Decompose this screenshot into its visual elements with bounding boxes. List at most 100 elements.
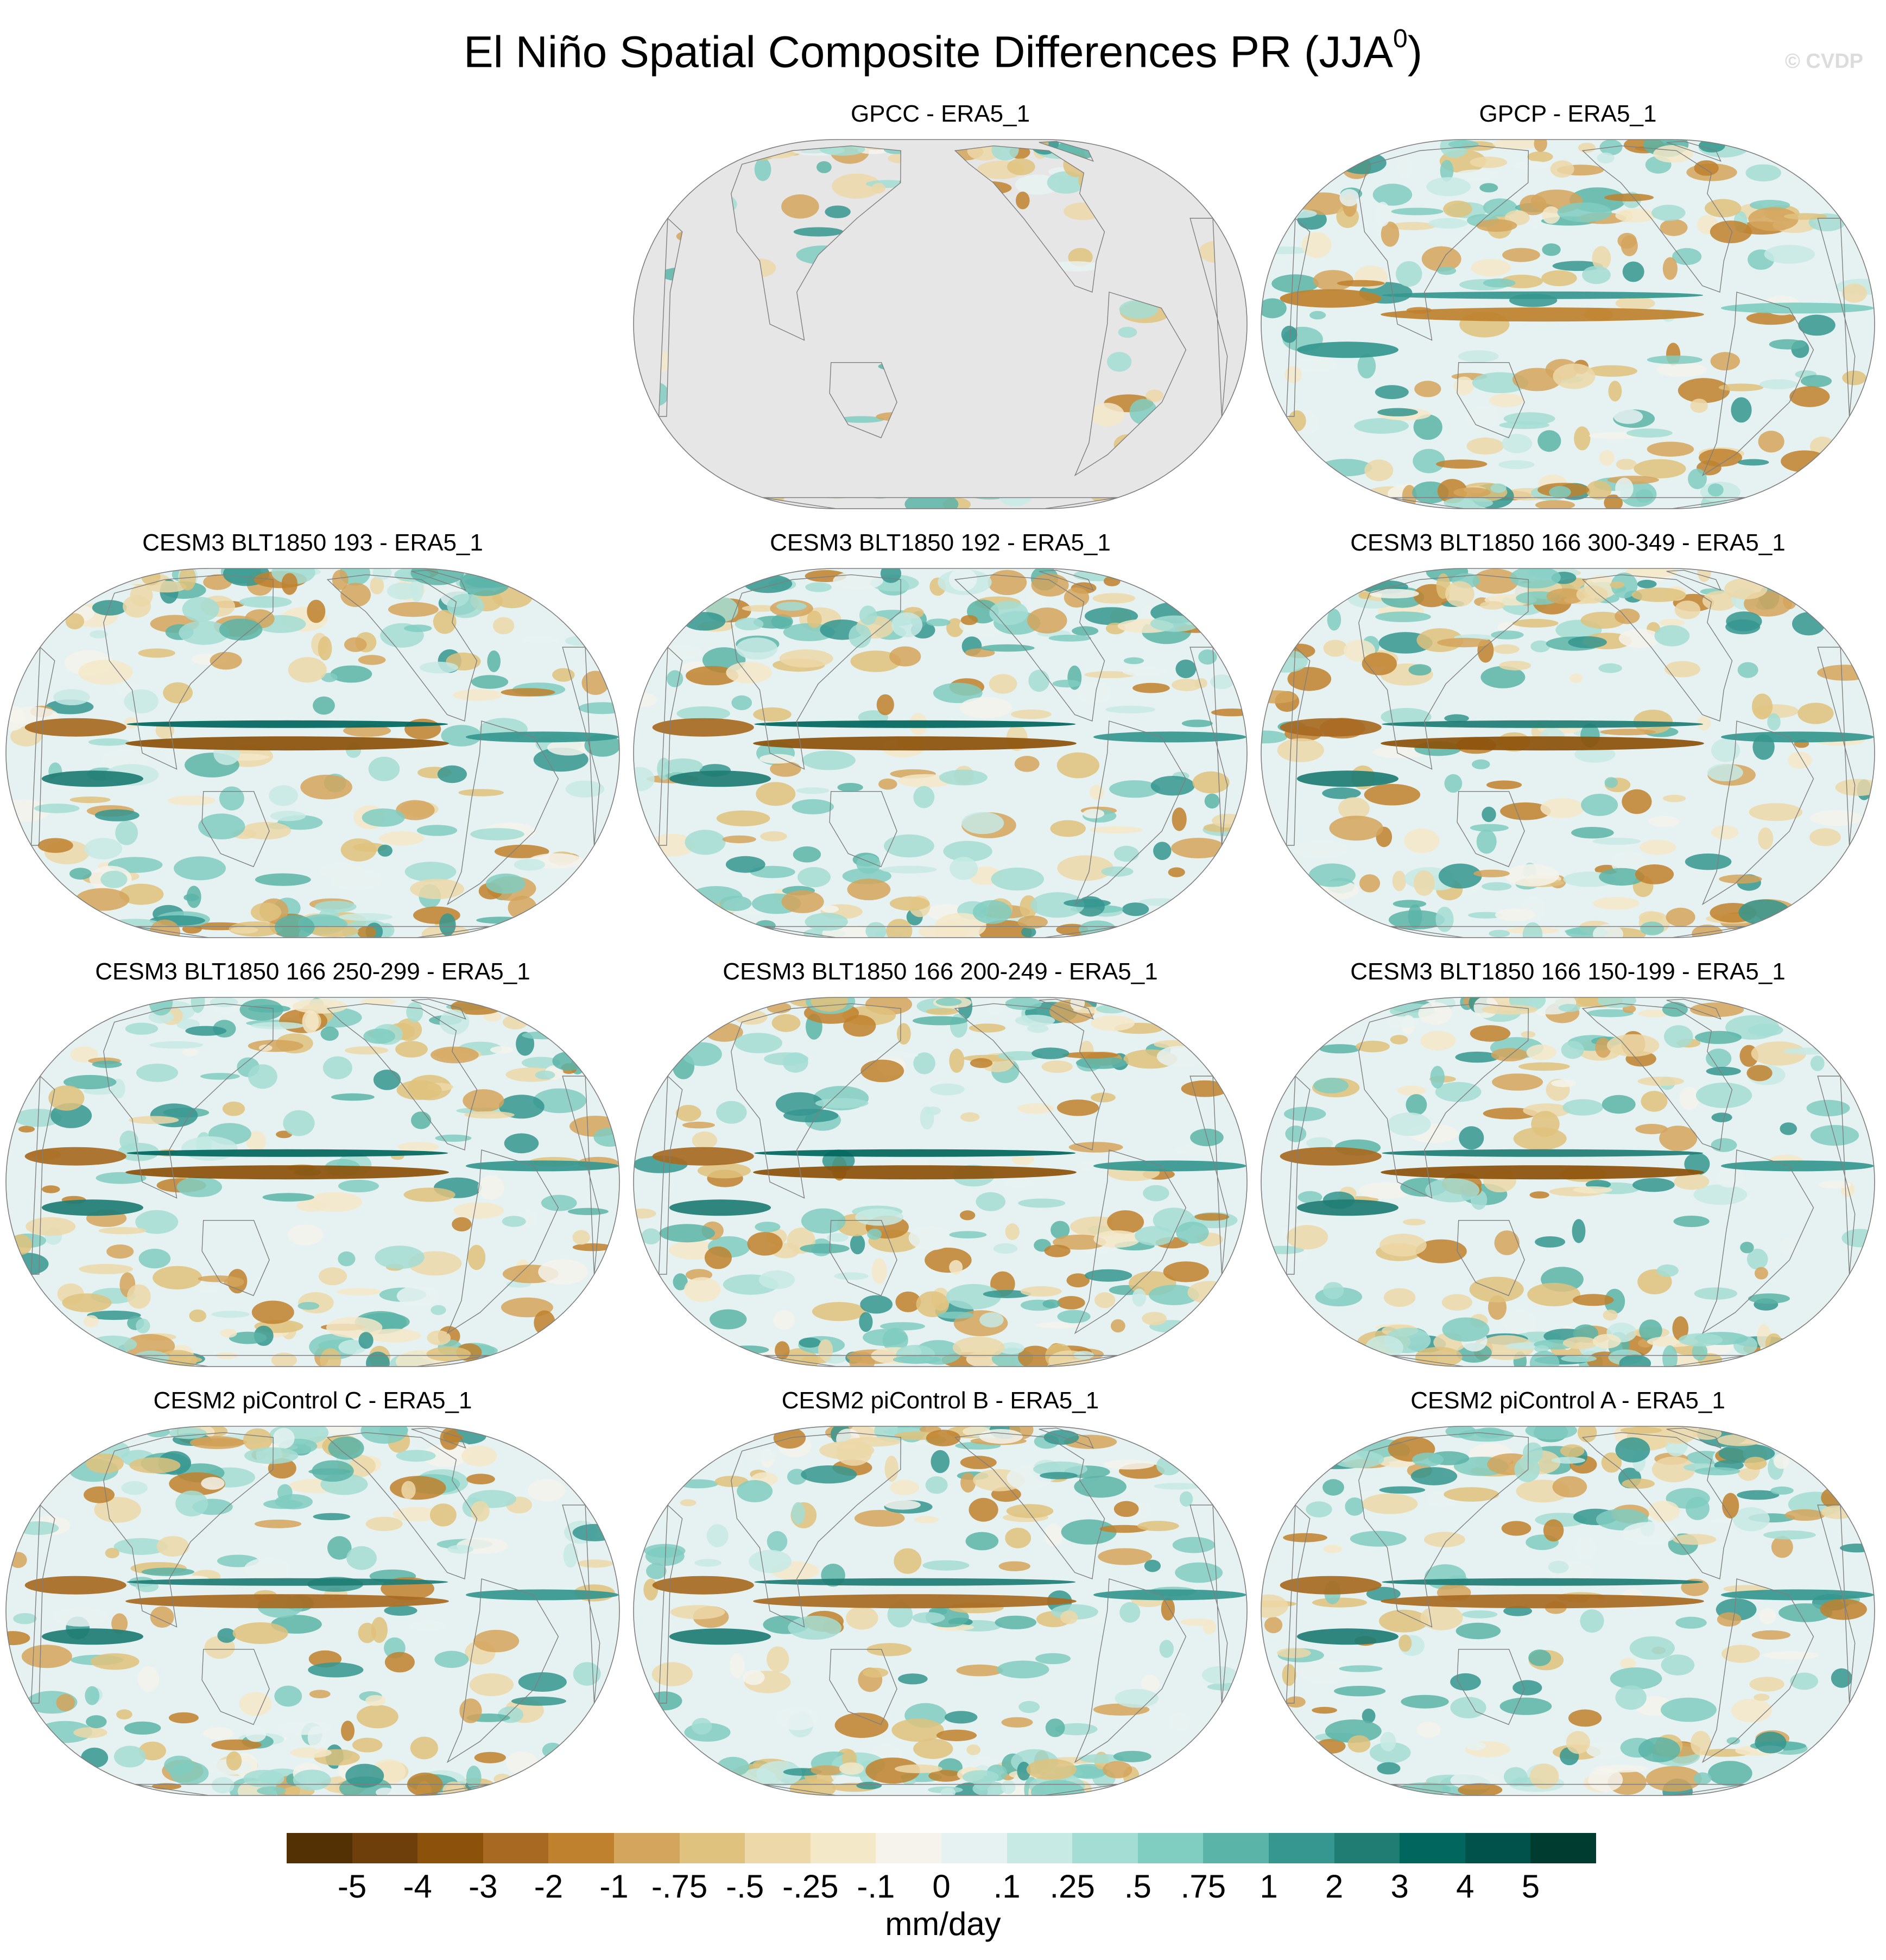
panel-blt166-150: CESM3 BLT1850 166 150-199 - ERA5_1 (1258, 957, 1877, 1369)
colorbar-box (1007, 1833, 1073, 1863)
colorbar-box (548, 1833, 614, 1863)
figure-title-close: ) (1407, 27, 1423, 77)
map-gpcp (1261, 139, 1875, 509)
map-pic-c (5, 1426, 620, 1796)
map-outline (1261, 139, 1875, 509)
panel-title: CESM3 BLT1850 166 200-249 - ERA5_1 (723, 958, 1158, 985)
colorbar-tick-label: -1 (599, 1868, 629, 1905)
map-blt166-300 (1261, 568, 1875, 938)
colorbar-tick-label: 5 (1521, 1868, 1540, 1905)
colorbar-box (1072, 1833, 1138, 1863)
colorbar-box (679, 1833, 745, 1863)
figure-title: El Niño Spatial Composite Differences PR… (0, 16, 1886, 79)
colorbar-box (1137, 1833, 1204, 1863)
coastlines (1286, 141, 1856, 509)
panel-title: CESM2 piControl B - ERA5_1 (781, 1387, 1099, 1414)
panel-blt192: CESM3 BLT1850 192 - ERA5_1 (631, 528, 1250, 940)
precip-field (1261, 140, 1875, 509)
precip-field (6, 997, 619, 1367)
map-blt193 (5, 568, 620, 938)
colorbar-box (745, 1833, 811, 1863)
colorbar-ticks: -5 -4 -3 -2 -1 -.75 -.5 -.25 -.1 0 .1 .25 .5 .75 1 2 3 4 5 (0, 1868, 1886, 1906)
colorbar-tick-label: -.75 (651, 1868, 708, 1905)
coastlines (658, 141, 1228, 509)
coastlines (658, 1427, 1228, 1795)
panel-pic-c: CESM2 piControl C - ERA5_1 (3, 1386, 622, 1798)
colorbar-tick-label: 2 (1325, 1868, 1344, 1905)
map-outline (1261, 1426, 1875, 1796)
precip-field (1261, 997, 1875, 1367)
colorbar-tick-label: -.1 (857, 1868, 895, 1905)
panel-blt166-300: CESM3 BLT1850 166 300-349 - ERA5_1 (1258, 528, 1877, 940)
map-pic-a (1261, 1426, 1875, 1796)
colorbar-box (1268, 1833, 1334, 1863)
precip-field (1261, 1426, 1874, 1795)
precip-field (643, 1426, 1247, 1795)
map-outline (5, 1426, 620, 1796)
colorbar-box (1203, 1833, 1269, 1863)
coastlines (1286, 998, 1856, 1367)
colorbar-tick-label: 4 (1456, 1868, 1474, 1905)
coastlines (30, 570, 600, 938)
map-outline (633, 139, 1248, 509)
panel-blt193: CESM3 BLT1850 193 - ERA5_1 (3, 528, 622, 940)
colorbar-units: mm/day (885, 1906, 1001, 1942)
precip-field (1261, 568, 1875, 938)
panel-blt166-200: CESM3 BLT1850 166 200-249 - ERA5_1 (631, 957, 1250, 1369)
colorbar-box (483, 1833, 549, 1863)
colorbar-box (876, 1833, 941, 1863)
panel-title: GPCP - ERA5_1 (1479, 100, 1657, 127)
colorbar-tick-label: .75 (1180, 1868, 1226, 1905)
colorbar-box (941, 1833, 1007, 1863)
colorbar-tick-label: 1 (1260, 1868, 1278, 1905)
figure-title-superscript: 0 (1393, 24, 1408, 53)
panel-title: GPCC - ERA5_1 (850, 100, 1030, 127)
precip-field (6, 1426, 619, 1795)
panel-title: CESM3 BLT1850 166 250-299 - ERA5_1 (95, 958, 530, 985)
map-outline (5, 568, 620, 938)
colorbar-tick-label: -3 (469, 1868, 498, 1905)
panel-pic-b: CESM2 piControl B - ERA5_1 (631, 1386, 1250, 1798)
cvdp-credit: © CVDP (1784, 50, 1863, 73)
colorbar-box (1334, 1833, 1400, 1863)
colorbar-box (417, 1833, 483, 1863)
colorbar-box (1400, 1833, 1465, 1863)
map-outline (633, 1426, 1248, 1796)
figure-title-text: El Niño Spatial Composite Differences PR… (463, 27, 1394, 77)
map-blt166-250 (5, 997, 620, 1367)
colorbar-box (1465, 1833, 1531, 1863)
colorbar-box (613, 1833, 680, 1863)
panel-gpcp: GPCP - ERA5_1 (1258, 99, 1877, 511)
colorbar-box (1530, 1833, 1596, 1863)
map-outline (1261, 997, 1875, 1367)
colorbar-tick-label: 3 (1390, 1868, 1409, 1905)
colorbar-tick-label: -2 (534, 1868, 564, 1905)
colorbar-box (352, 1833, 418, 1863)
colorbar-tick-label: -5 (337, 1868, 367, 1905)
coastlines (1286, 1427, 1856, 1795)
map-outline (5, 997, 620, 1367)
colorbar-tick-label: -.5 (726, 1868, 764, 1905)
coastlines (658, 998, 1228, 1367)
map-outline (633, 568, 1248, 938)
colorbar-tick-label: .5 (1124, 1868, 1151, 1905)
map-gpcc (633, 139, 1248, 509)
coastlines (30, 998, 600, 1367)
map-outline (633, 997, 1248, 1367)
panel-blt166-250: CESM3 BLT1850 166 250-299 - ERA5_1 (3, 957, 622, 1369)
colorbar-box (287, 1833, 352, 1863)
colorbar-tick-label: 0 (932, 1868, 951, 1905)
coastlines (658, 570, 1228, 938)
map-blt192 (633, 568, 1248, 938)
coastlines (30, 1427, 600, 1795)
map-outline (1261, 568, 1875, 938)
colorbar-tick-label: .1 (993, 1868, 1021, 1905)
panel-title: CESM2 piControl C - ERA5_1 (153, 1387, 472, 1414)
panel-title: CESM2 piControl A - ERA5_1 (1410, 1387, 1725, 1414)
colorbar-box (810, 1833, 876, 1863)
panel-title: CESM3 BLT1850 166 150-199 - ERA5_1 (1350, 958, 1786, 985)
panel-title: CESM3 BLT1850 193 - ERA5_1 (142, 529, 483, 556)
colorbar (287, 1833, 1596, 1863)
map-background (634, 140, 1247, 509)
panel-title: CESM3 BLT1850 166 300-349 - ERA5_1 (1350, 529, 1786, 556)
